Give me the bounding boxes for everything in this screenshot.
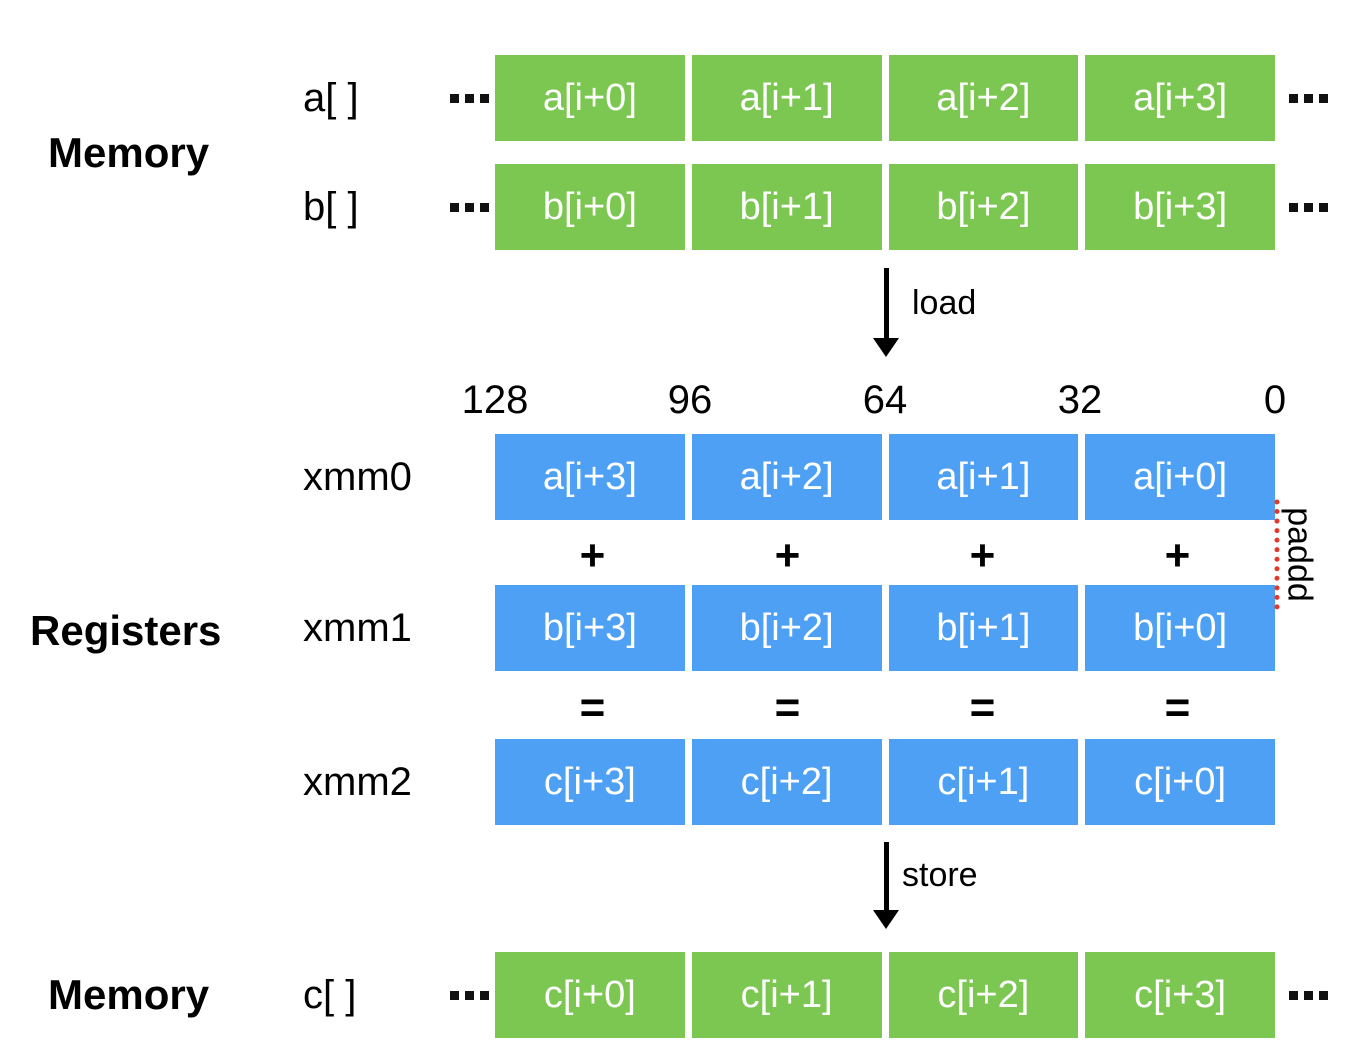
memory-cell: a[i+0]: [495, 55, 685, 141]
equals-operator: =: [579, 683, 606, 732]
equals-operator: =: [1164, 683, 1191, 732]
bit-label-128: 128: [461, 378, 529, 422]
register-cell: b[i+0]: [1085, 585, 1275, 671]
plus-operator: +: [579, 531, 606, 580]
plus-operator: +: [774, 531, 801, 580]
equals-operator: =: [969, 683, 996, 732]
register-xmm1-cells: b[i+3] b[i+2] b[i+1] b[i+0]: [495, 585, 1275, 671]
plus-operator: +: [969, 531, 996, 580]
registers-section-label: Registers: [30, 607, 222, 654]
ellipsis-icon: [1287, 55, 1329, 141]
memory-cell: b[i+1]: [691, 164, 882, 250]
array-c-label: c[ ]: [303, 972, 357, 1017]
register-cell: a[i+2]: [691, 434, 882, 520]
register-cell: a[i+3]: [495, 434, 685, 520]
store-label: store: [902, 856, 978, 894]
load-arrow: [884, 268, 889, 340]
register-cell: c[i+3]: [495, 739, 685, 825]
array-b-label: b[ ]: [303, 184, 359, 229]
load-label: load: [912, 284, 977, 322]
paddd-instruction-label: paddd: [1274, 499, 1320, 610]
memory-cell: b[i+3]: [1085, 164, 1275, 250]
bit-label-0: 0: [1263, 378, 1287, 422]
memory-bottom-section-label: Memory: [48, 971, 210, 1018]
memory-cell: b[i+2]: [888, 164, 1079, 250]
register-cell: b[i+3]: [495, 585, 685, 671]
register-cell: a[i+0]: [1085, 434, 1275, 520]
memory-cell: c[i+2]: [888, 952, 1079, 1038]
bit-label-32: 32: [1057, 378, 1103, 422]
ellipsis-icon: [448, 952, 490, 1038]
plus-operator-row: + + + +: [495, 531, 1275, 581]
register-cell: c[i+0]: [1085, 739, 1275, 825]
ellipsis-icon: [448, 55, 490, 141]
bit-label-64: 64: [862, 378, 908, 422]
register-cell: c[i+1]: [888, 739, 1079, 825]
memory-top-section-label: Memory: [48, 129, 210, 176]
memory-cell: a[i+1]: [691, 55, 882, 141]
array-b-cells: b[i+0] b[i+1] b[i+2] b[i+3]: [495, 164, 1275, 250]
array-a-label: a[ ]: [303, 75, 359, 120]
register-xmm2-label: xmm2: [303, 759, 412, 804]
load-arrowhead-icon: [873, 338, 899, 357]
array-a-cells: a[i+0] a[i+1] a[i+2] a[i+3]: [495, 55, 1275, 141]
plus-operator: +: [1164, 531, 1191, 580]
memory-cell: b[i+0]: [495, 164, 685, 250]
register-cell: c[i+2]: [691, 739, 882, 825]
register-cell: a[i+1]: [888, 434, 1079, 520]
memory-cell: c[i+3]: [1085, 952, 1275, 1038]
register-cell: b[i+2]: [691, 585, 882, 671]
memory-cell: c[i+1]: [691, 952, 882, 1038]
store-arrow: [884, 842, 889, 912]
ellipsis-icon: [1287, 952, 1329, 1038]
equals-operator: =: [774, 683, 801, 732]
register-xmm0-cells: a[i+3] a[i+2] a[i+1] a[i+0]: [495, 434, 1275, 520]
array-c-cells: c[i+0] c[i+1] c[i+2] c[i+3]: [495, 952, 1275, 1038]
ellipsis-icon: [1287, 164, 1329, 250]
register-xmm2-cells: c[i+3] c[i+2] c[i+1] c[i+0]: [495, 739, 1275, 825]
memory-cell: c[i+0]: [495, 952, 685, 1038]
register-xmm0-label: xmm0: [303, 454, 412, 499]
memory-cell: a[i+2]: [888, 55, 1079, 141]
store-arrowhead-icon: [873, 910, 899, 929]
ellipsis-icon: [448, 164, 490, 250]
register-xmm1-label: xmm1: [303, 605, 412, 650]
equals-operator-row: = = = =: [495, 683, 1275, 733]
bit-label-96: 96: [667, 378, 713, 422]
register-cell: b[i+1]: [888, 585, 1079, 671]
memory-cell: a[i+3]: [1085, 55, 1275, 141]
